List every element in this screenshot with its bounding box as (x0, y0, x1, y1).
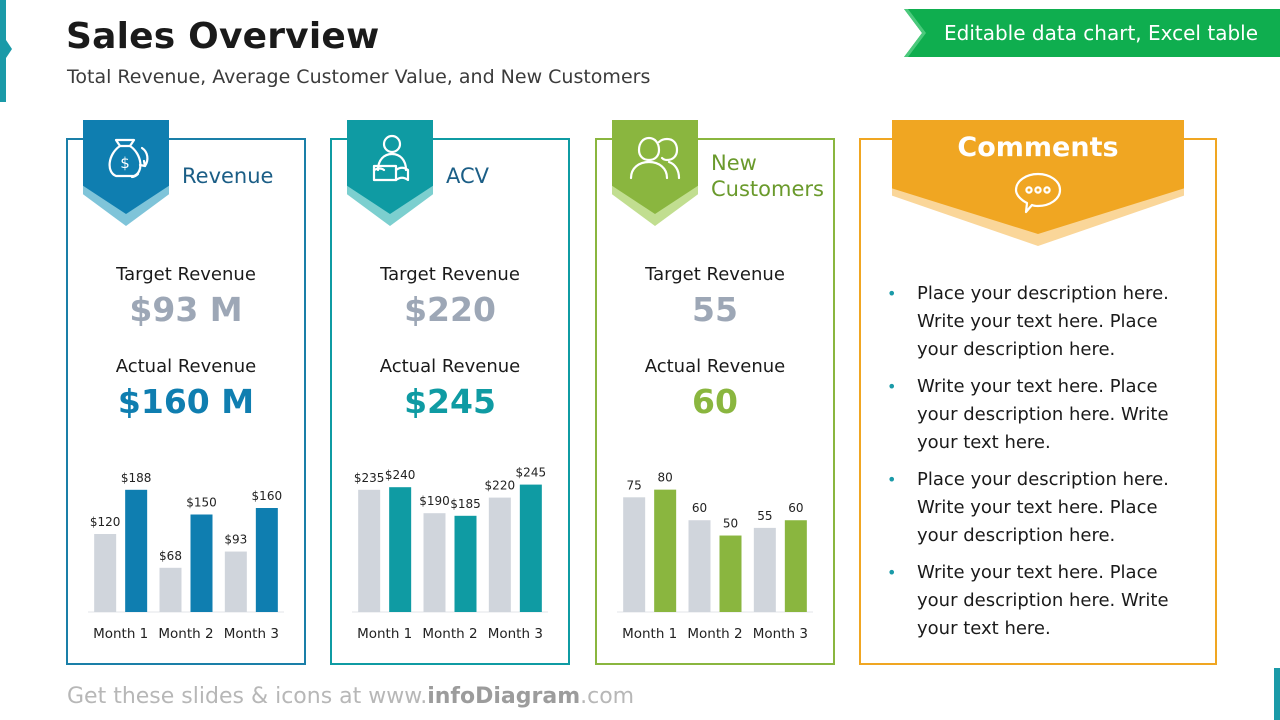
chart-bar (454, 515, 477, 612)
customers-target-value: 55 (692, 290, 738, 329)
comments-list: Place your description here. Write your … (887, 280, 1197, 652)
chart-bar (688, 520, 711, 612)
chart-data-label: 55 (757, 509, 772, 523)
chart-bar (623, 497, 646, 612)
acv-actual-value: $245 (404, 382, 496, 421)
chart-bar (159, 567, 182, 612)
revenue-tag: $ (83, 120, 169, 226)
chart-data-label: $120 (90, 515, 121, 529)
chart-bar (488, 497, 511, 612)
chart-bar (719, 535, 742, 612)
revenue-target-label: Target Revenue (116, 264, 256, 285)
right-accent-bar (1274, 668, 1280, 720)
comment-item: Place your description here. Write your … (887, 466, 1197, 550)
chart-bar (519, 484, 542, 612)
chart-data-label: 80 (658, 471, 673, 485)
customers-actual-label: Actual Revenue (644, 356, 786, 377)
comment-item: Place your description here. Write your … (887, 280, 1197, 364)
person-reading-icon (372, 134, 410, 182)
revenue-actual-label: Actual Revenue (115, 356, 257, 377)
revenue-card: $ Revenue Target Revenue $93 M Actual Re… (66, 120, 306, 665)
chart-bar (190, 514, 213, 612)
acv-chart-svg: $235 $240 Month 1 $190 $185 Month 2 $220$245 Mo… (352, 466, 548, 642)
chart-data-label: $220 (485, 479, 516, 493)
chart-data-label: $240 (385, 468, 416, 482)
chart-bar (358, 489, 381, 612)
acv-card: ACV Target Revenue $220 Actual Revenue $… (330, 120, 570, 665)
left-accent-bar (0, 0, 12, 102)
acv-card-title: ACV (446, 164, 490, 188)
chart-tick-label: Month 3 (753, 626, 808, 642)
comments-title: Comments (957, 132, 1119, 163)
chart-tick-label: Month 3 (488, 626, 543, 642)
revenue-chart-svg: $120 $188 Month 1 $68 $150 Month 2 $93 $160 Mont… (88, 471, 284, 642)
revenue-card-title: Revenue (182, 164, 274, 188)
comment-item: Write your text here. Place your descrip… (887, 373, 1197, 457)
chart-bar (224, 551, 247, 612)
page-title: Sales Overview (66, 16, 380, 57)
comments-card: Comments Place your description here. Wr… (859, 120, 1217, 665)
chart-data-label: $245 (516, 466, 547, 480)
chart-data-label: 60 (788, 501, 803, 515)
chart-tick-label: Month 2 (158, 626, 213, 642)
two-people-icon (629, 136, 681, 180)
chart-bar (255, 508, 278, 612)
chart-data-label: $185 (450, 497, 481, 511)
footer-credit[interactable]: Get these slides & icons at www.infoDiag… (67, 684, 634, 709)
acv-bar-chart: $235 $240 Month 1 $190 $185 Month 2 $220 $245 Mo… (332, 440, 568, 650)
chart-data-label: $68 (159, 549, 182, 563)
acv-target-label: Target Revenue (380, 264, 520, 285)
page-subtitle: Total Revenue, Average Customer Value, a… (67, 66, 651, 88)
comment-item: Write your text here. Place your descrip… (887, 559, 1197, 643)
chart-data-label: $188 (121, 471, 152, 485)
revenue-bar-chart: $120 $188 Month 1 $68 $150 Month 2 $93 $160 Mont… (68, 440, 304, 650)
customers-chart-svg: 75 80 Month 1 60 50 Month 2 55 60 Month 3 (617, 471, 813, 642)
customers-card: New Customers Target Revenue 55 Actual R… (595, 120, 835, 665)
footer-prefix: Get these slides & icons at www. (67, 684, 428, 709)
chart-data-label: $235 (354, 471, 385, 485)
revenue-target-value: $93 M (129, 290, 243, 329)
svg-text:$: $ (120, 154, 130, 172)
footer-brand: infoDiagram (427, 684, 581, 709)
editable-banner: Editable data chart, Excel table (904, 9, 1280, 57)
chart-data-label: 50 (723, 517, 738, 531)
chart-data-label: 60 (692, 501, 707, 515)
customers-tag (612, 120, 698, 226)
chart-bar (654, 489, 677, 612)
chart-bar (753, 527, 776, 612)
chart-data-label: 75 (627, 478, 642, 492)
chart-data-label: $150 (186, 496, 217, 510)
chart-bar (94, 534, 117, 612)
chart-data-label: $160 (252, 489, 283, 503)
money-bag-dollar-icon: $ (108, 138, 149, 179)
chart-data-label: $93 (224, 533, 247, 547)
customers-card-title: New Customers (711, 151, 824, 201)
customers-target-label: Target Revenue (645, 264, 785, 285)
chart-tick-label: Month 3 (224, 626, 279, 642)
chart-tick-label: Month 2 (687, 626, 742, 642)
footer-suffix: .com (580, 684, 635, 709)
customers-actual-value: 60 (692, 382, 738, 421)
customers-bar-chart: 75 80 Month 1 60 50 Month 2 55 60 Month 3 (597, 440, 833, 650)
chart-tick-label: Month 1 (357, 626, 412, 642)
speech-bubble-icon (1014, 172, 1062, 214)
chart-bar (784, 520, 807, 612)
comments-header: Comments (892, 120, 1184, 246)
banner-label: Editable data chart, Excel table (944, 21, 1259, 45)
chart-tick-label: Month 2 (422, 626, 477, 642)
chart-bar (389, 487, 412, 612)
chart-bar (125, 489, 148, 612)
chart-bar (423, 513, 446, 612)
chart-tick-label: Month 1 (93, 626, 148, 642)
chart-tick-label: Month 1 (622, 626, 677, 642)
revenue-actual-value: $160 M (117, 382, 255, 421)
acv-actual-label: Actual Revenue (379, 356, 521, 377)
chart-data-label: $190 (419, 494, 450, 508)
acv-target-value: $220 (404, 290, 496, 329)
acv-tag (347, 120, 433, 226)
